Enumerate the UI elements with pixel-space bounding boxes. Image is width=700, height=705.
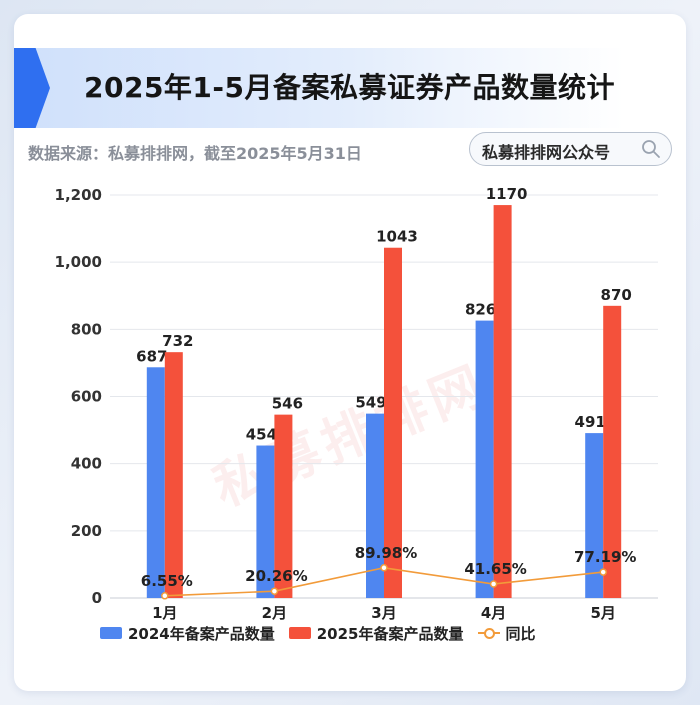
search-icon (642, 140, 660, 158)
y-tick-label: 1,200 (55, 186, 102, 204)
bar-value-label: 1043 (376, 228, 418, 246)
legend-label-2024: 2024年备案产品数量 (128, 624, 275, 643)
bar-value-label: 826 (465, 301, 496, 319)
yoy-label: 41.65% (464, 560, 526, 578)
bar-2025 (603, 305, 622, 598)
legend-swatch-yoy (477, 627, 500, 639)
bar-2025 (164, 352, 183, 598)
search-badge[interactable]: 私募排排网公众号 (469, 132, 672, 166)
legend-item-2025[interactable]: 2025年备案产品数量 (288, 623, 464, 644)
bar-value-label: 546 (272, 395, 303, 413)
x-tick-label: 5月 (590, 604, 615, 622)
y-tick-label: 800 (71, 320, 102, 338)
yoy-point (161, 592, 169, 600)
search-badge-label: 私募排排网公众号 (482, 143, 611, 162)
y-tick-label: 0 (92, 589, 102, 607)
yoy-point (489, 580, 498, 588)
bar-2025 (493, 205, 512, 598)
bar-value-label: 1170 (486, 185, 528, 203)
legend-swatch-2024 (100, 627, 122, 639)
bar-2025 (274, 414, 293, 598)
y-tick-label: 400 (71, 455, 102, 473)
y-tick-label: 200 (71, 522, 102, 540)
legend-swatch-2025 (288, 627, 311, 639)
yoy-point (380, 564, 388, 572)
yoy-label: 6.55% (141, 572, 193, 590)
title-banner (14, 48, 624, 128)
bar-value-label: 549 (355, 394, 386, 412)
data-source-note: 数据来源：私募排排网，截至2025年5月31日 (28, 144, 362, 163)
x-tick-label: 3月 (371, 604, 396, 622)
legend-item-yoy[interactable]: 同比 (477, 623, 536, 644)
bar-2024 (256, 445, 275, 598)
bar-2024 (585, 433, 604, 598)
bar-value-label: 732 (162, 332, 193, 350)
yoy-label: 20.26% (245, 567, 307, 585)
bar-2024 (146, 367, 165, 598)
legend-label-yoy: 同比 (505, 624, 536, 643)
yoy-label: 77.19% (574, 548, 636, 566)
yoy-label: 89.98% (355, 544, 417, 562)
y-tick-label: 1,000 (55, 253, 102, 271)
x-tick-label: 4月 (481, 604, 506, 622)
legend-label-2025: 2025年备案产品数量 (316, 624, 464, 643)
yoy-point (599, 568, 607, 576)
y-tick-label: 600 (71, 388, 102, 406)
bar-2024 (366, 413, 384, 598)
bar-value-label: 454 (246, 426, 277, 444)
x-tick-label: 1月 (152, 604, 177, 622)
chart-legend: 2024年备案产品数量 2025年备案产品数量 同比 (100, 621, 536, 645)
chart-card: 2025年1-5月备案私募证券产品数量统计 数据来源：私募排排网，截至2025年… (14, 14, 686, 691)
legend-item-2024[interactable]: 2024年备案产品数量 (100, 623, 275, 644)
bar-2025 (384, 247, 402, 598)
bar-value-label: 491 (575, 413, 606, 431)
bar-value-label: 870 (601, 286, 632, 304)
bar-value-label: 687 (136, 347, 167, 365)
yoy-point (270, 587, 279, 595)
bar-2024 (475, 320, 494, 598)
x-tick-label: 2月 (262, 604, 287, 622)
page-title: 2025年1-5月备案私募证券产品数量统计 (84, 71, 616, 104)
